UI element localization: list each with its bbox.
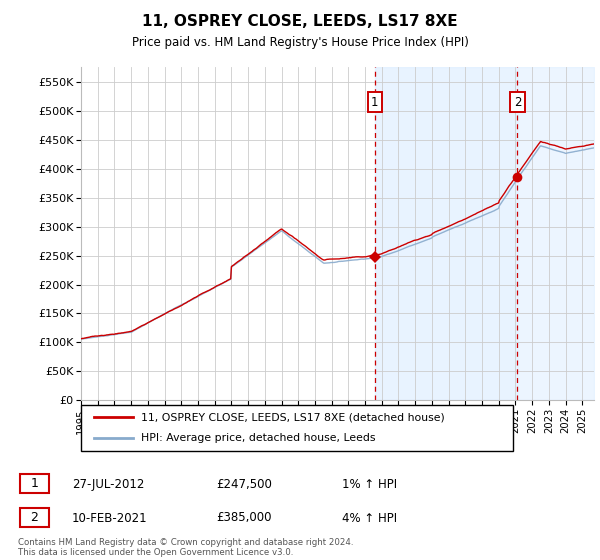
Text: 27-JUL-2012: 27-JUL-2012 — [72, 478, 145, 491]
Text: £385,000: £385,000 — [216, 511, 271, 525]
Text: 1% ↑ HPI: 1% ↑ HPI — [342, 478, 397, 491]
Text: 1: 1 — [31, 477, 38, 491]
Text: 2: 2 — [31, 511, 38, 524]
Text: Price paid vs. HM Land Registry's House Price Index (HPI): Price paid vs. HM Land Registry's House … — [131, 36, 469, 49]
Text: 10-FEB-2021: 10-FEB-2021 — [72, 511, 148, 525]
Text: 4% ↑ HPI: 4% ↑ HPI — [342, 511, 397, 525]
Text: 1: 1 — [371, 96, 379, 109]
Text: 11, OSPREY CLOSE, LEEDS, LS17 8XE: 11, OSPREY CLOSE, LEEDS, LS17 8XE — [142, 14, 458, 29]
Text: £247,500: £247,500 — [216, 478, 272, 491]
Text: 2: 2 — [514, 96, 521, 109]
Text: HPI: Average price, detached house, Leeds: HPI: Average price, detached house, Leed… — [142, 433, 376, 444]
Text: 11, OSPREY CLOSE, LEEDS, LS17 8XE (detached house): 11, OSPREY CLOSE, LEEDS, LS17 8XE (detac… — [142, 412, 445, 422]
Text: Contains HM Land Registry data © Crown copyright and database right 2024.
This d: Contains HM Land Registry data © Crown c… — [18, 538, 353, 557]
